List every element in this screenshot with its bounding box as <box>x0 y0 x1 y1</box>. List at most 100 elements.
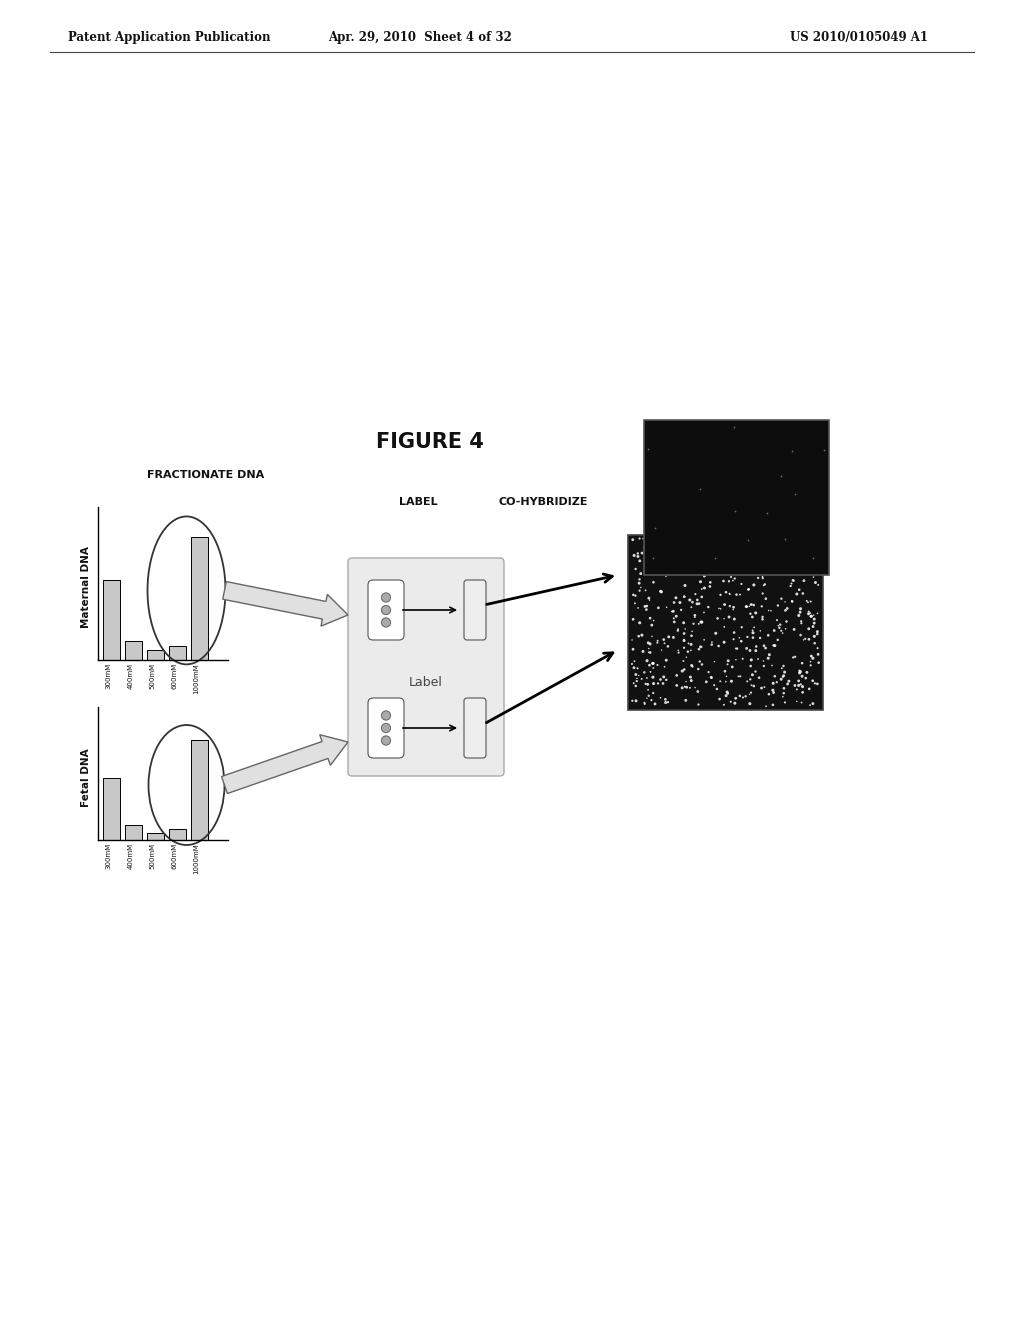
Point <box>723 566 739 587</box>
Point <box>736 548 753 569</box>
Point <box>716 609 732 630</box>
Point <box>765 544 781 565</box>
Point <box>732 665 749 686</box>
Point <box>637 579 653 601</box>
Point <box>739 627 756 648</box>
Point <box>646 535 663 556</box>
Circle shape <box>382 618 390 627</box>
Point <box>630 598 646 619</box>
Point <box>655 630 672 651</box>
Point <box>637 540 653 561</box>
Point <box>721 606 737 627</box>
Point <box>792 545 808 566</box>
Point <box>721 583 737 605</box>
Point <box>677 618 693 639</box>
Point <box>647 693 664 714</box>
Point <box>775 537 792 558</box>
Point <box>638 599 654 620</box>
Point <box>743 649 760 671</box>
Point <box>740 529 757 550</box>
Point <box>674 677 690 698</box>
FancyBboxPatch shape <box>464 698 486 758</box>
Circle shape <box>382 723 390 733</box>
Point <box>641 655 657 676</box>
Point <box>678 647 694 668</box>
Point <box>644 626 660 647</box>
Point <box>733 541 750 562</box>
Point <box>776 661 793 682</box>
Point <box>697 562 714 583</box>
Polygon shape <box>223 582 348 626</box>
Point <box>698 672 715 693</box>
Point <box>779 673 796 694</box>
Point <box>629 668 645 689</box>
Point <box>632 550 648 572</box>
Point <box>676 630 692 651</box>
Point <box>657 689 674 710</box>
Circle shape <box>382 593 390 602</box>
Point <box>774 623 791 644</box>
Point <box>791 605 807 626</box>
Point <box>755 609 771 630</box>
Point <box>687 677 703 698</box>
Point <box>744 622 761 643</box>
Point <box>716 561 732 582</box>
Point <box>757 574 773 595</box>
Bar <box>147 649 164 660</box>
Point <box>625 529 641 550</box>
Point <box>809 622 825 643</box>
Bar <box>125 642 142 660</box>
Point <box>627 651 643 672</box>
Point <box>809 603 825 624</box>
Bar <box>191 537 208 660</box>
Point <box>709 561 725 582</box>
Point <box>683 626 699 647</box>
Text: 1000mM: 1000mM <box>194 843 200 874</box>
Point <box>793 661 809 682</box>
Point <box>689 590 706 611</box>
FancyBboxPatch shape <box>368 698 404 758</box>
Point <box>786 675 803 696</box>
Point <box>692 636 709 657</box>
Point <box>669 675 685 696</box>
Point <box>641 685 657 706</box>
Point <box>801 678 817 700</box>
Point <box>752 627 768 648</box>
Text: 400mM: 400mM <box>128 663 133 689</box>
Point <box>742 656 759 677</box>
Point <box>710 607 726 628</box>
Point <box>680 632 696 653</box>
Point <box>746 616 763 638</box>
Point <box>757 550 773 572</box>
Point <box>675 651 691 672</box>
Point <box>737 685 754 706</box>
Point <box>772 466 788 487</box>
Point <box>703 667 720 688</box>
Point <box>724 656 740 677</box>
Point <box>703 631 720 652</box>
FancyBboxPatch shape <box>368 579 404 640</box>
Point <box>689 593 706 614</box>
Point <box>655 528 672 549</box>
Point <box>666 607 682 628</box>
Point <box>652 688 669 709</box>
Point <box>644 653 660 675</box>
Point <box>806 626 822 647</box>
Point <box>775 665 792 686</box>
Point <box>680 642 696 663</box>
Bar <box>628 535 823 710</box>
Point <box>709 678 725 700</box>
Point <box>803 591 819 612</box>
Point <box>624 690 640 711</box>
Point <box>638 673 654 694</box>
Text: 600mM: 600mM <box>171 843 177 870</box>
Point <box>652 669 669 690</box>
Point <box>693 611 710 632</box>
Point <box>793 624 809 645</box>
Point <box>805 693 821 714</box>
Point <box>732 583 749 605</box>
Point <box>634 543 650 564</box>
Point <box>730 665 746 686</box>
Point <box>705 529 721 550</box>
Point <box>741 693 758 714</box>
